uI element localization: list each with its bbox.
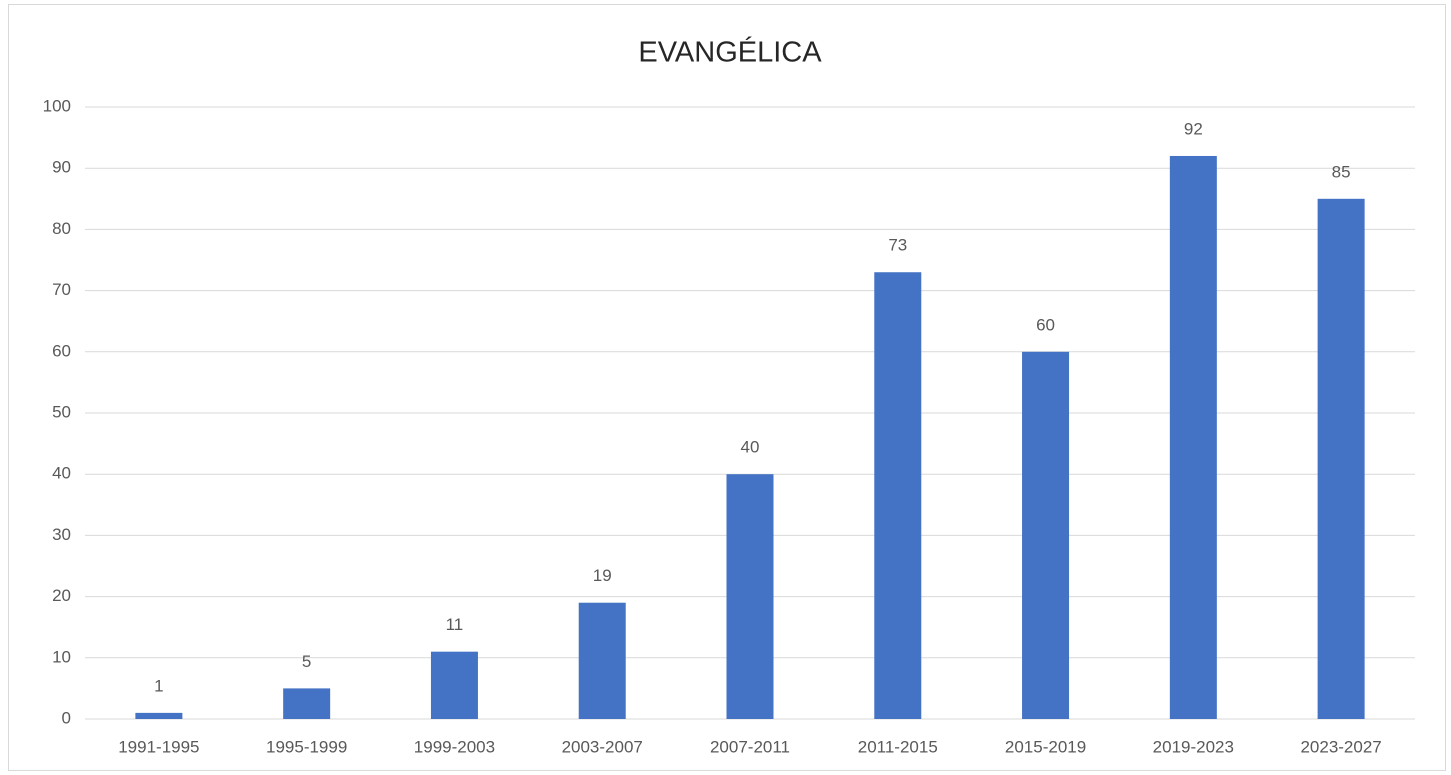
- y-tick-label: 20: [52, 586, 71, 605]
- y-tick-label: 50: [52, 402, 71, 421]
- x-tick-label: 2019-2023: [1153, 737, 1234, 756]
- data-label: 73: [888, 236, 907, 255]
- x-tick-label: 2003-2007: [562, 737, 643, 756]
- data-label: 19: [593, 566, 612, 585]
- y-tick-label: 80: [52, 219, 71, 238]
- bar: [1169, 155, 1217, 719]
- y-tick-label: 30: [52, 525, 71, 544]
- y-tick-label: 70: [52, 280, 71, 299]
- bar: [135, 712, 183, 719]
- bar: [578, 602, 626, 719]
- x-tick-label: 2023-2027: [1300, 737, 1381, 756]
- y-tick-label: 60: [52, 341, 71, 360]
- bar: [874, 272, 922, 719]
- x-tick-label: 2007-2011: [710, 737, 790, 756]
- y-tick-label: 100: [43, 96, 71, 115]
- x-tick-label: 1999-2003: [414, 737, 495, 756]
- data-label: 11: [446, 615, 464, 634]
- bar: [726, 474, 774, 719]
- bar: [1317, 198, 1365, 720]
- data-label: 40: [741, 438, 760, 457]
- data-label: 1: [154, 676, 163, 695]
- bar: [430, 651, 478, 719]
- x-tick-label: 1995-1999: [266, 737, 347, 756]
- y-tick-label: 10: [52, 647, 71, 666]
- bar: [1022, 351, 1070, 719]
- y-tick-label: 0: [62, 708, 71, 727]
- y-tick-label: 90: [52, 158, 71, 177]
- x-tick-label: 2015-2019: [1005, 737, 1086, 756]
- data-label: 60: [1036, 315, 1055, 334]
- bar: [283, 688, 331, 719]
- y-tick-label: 40: [52, 464, 71, 483]
- data-label: 85: [1332, 162, 1351, 181]
- x-tick-label: 2011-2015: [858, 737, 938, 756]
- chart-title: EVANGÉLICA: [638, 36, 822, 69]
- x-tick-label: 1991-1995: [118, 737, 199, 756]
- data-label: 92: [1184, 119, 1203, 138]
- data-label: 5: [302, 652, 311, 671]
